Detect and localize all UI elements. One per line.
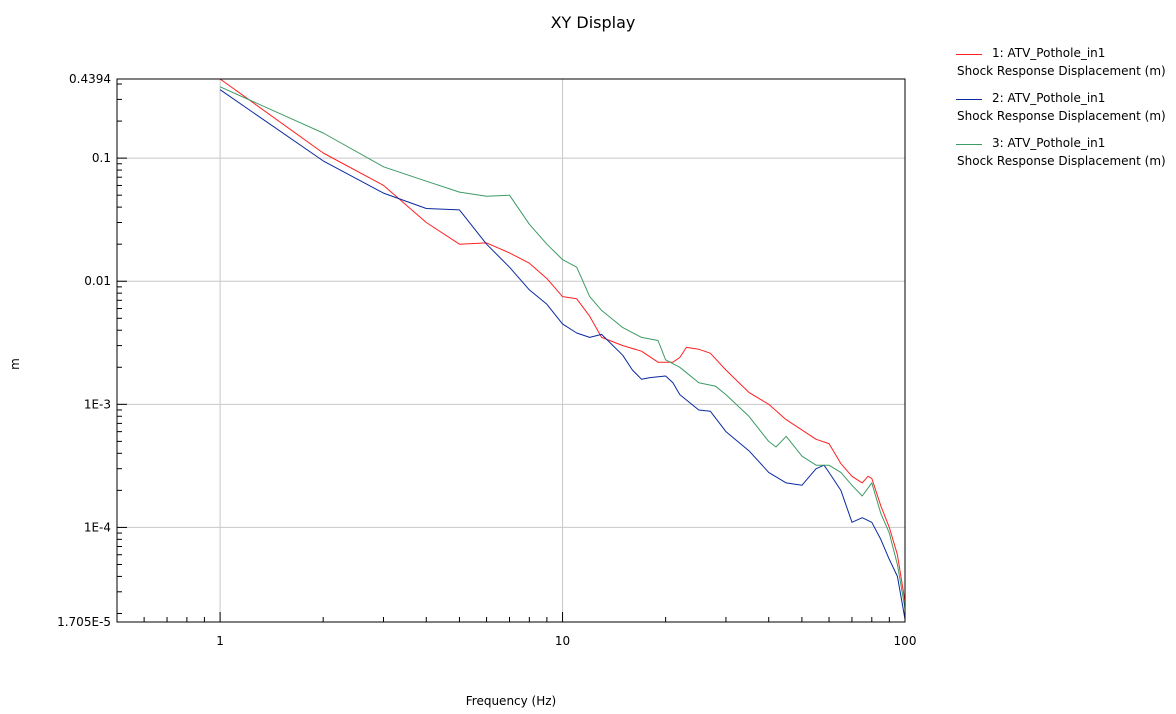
legend-series-name: 3: ATV_Pothole_in1	[992, 136, 1106, 150]
y-tick-label: 0.1	[92, 151, 111, 165]
legend-series-name: 2: ATV_Pothole_in1	[992, 91, 1106, 105]
legend: 1: ATV_Pothole_in1 Shock Response Displac…	[952, 46, 1172, 181]
legend-swatch	[956, 99, 982, 100]
legend-series-subtitle: Shock Response Displacement (m)	[957, 154, 1166, 168]
x-tick-label: 1	[216, 634, 224, 648]
legend-series-subtitle: Shock Response Displacement (m)	[957, 64, 1166, 78]
y-tick-label: 0.4394	[69, 72, 111, 86]
series-layer	[219, 78, 906, 620]
legend-series-subtitle: Shock Response Displacement (m)	[957, 109, 1166, 123]
chart-title: XY Display	[551, 13, 636, 32]
series-line-3	[219, 86, 906, 609]
x-tick-label: 10	[555, 634, 570, 648]
plot-frame	[116, 78, 906, 623]
y-tick-label: 1.705E-5	[57, 615, 111, 629]
series-line-2	[219, 89, 906, 620]
legend-item: 3: ATV_Pothole_in1 Shock Response Displac…	[952, 136, 1172, 181]
legend-series-name: 1: ATV_Pothole_in1	[992, 46, 1106, 60]
legend-item: 1: ATV_Pothole_in1 Shock Response Displac…	[952, 46, 1172, 91]
y-axis-title: m	[8, 358, 22, 370]
x-axis-title: Frequency (Hz)	[466, 694, 557, 708]
y-tick-label: 1E-3	[84, 397, 111, 411]
x-tick-label: 100	[894, 634, 917, 648]
legend-swatch	[956, 144, 982, 145]
grid	[117, 79, 906, 622]
y-tick-label: 0.01	[84, 274, 111, 288]
ticks	[116, 78, 906, 623]
tick-labels: 1 10 100 0.4394 0.1 0.01 1E-3 1E-4 1.705E-5	[57, 72, 916, 648]
legend-swatch	[956, 54, 982, 55]
y-tick-label: 1E-4	[84, 520, 111, 534]
legend-item: 2: ATV_Pothole_in1 Shock Response Displac…	[952, 91, 1172, 136]
series-line-1	[219, 78, 906, 602]
